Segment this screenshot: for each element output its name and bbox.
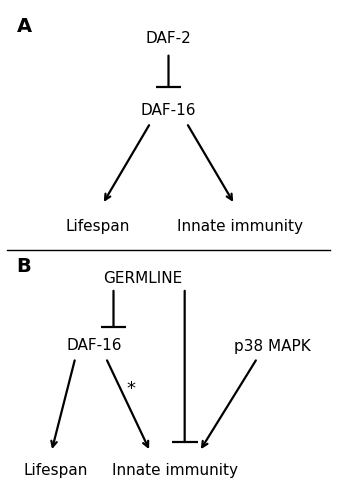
Text: Lifespan: Lifespan	[23, 464, 88, 478]
Text: A: A	[17, 17, 32, 36]
Text: Innate immunity: Innate immunity	[112, 464, 238, 478]
Text: GERMLINE: GERMLINE	[103, 272, 182, 286]
Text: B: B	[17, 257, 31, 276]
Text: DAF-16: DAF-16	[66, 338, 122, 353]
Text: Lifespan: Lifespan	[65, 218, 129, 234]
Text: DAF-2: DAF-2	[146, 32, 191, 46]
Text: p38 MAPK: p38 MAPK	[234, 338, 310, 353]
Text: *: *	[127, 380, 136, 398]
Text: Innate immunity: Innate immunity	[177, 218, 303, 234]
Text: DAF-16: DAF-16	[141, 104, 196, 118]
